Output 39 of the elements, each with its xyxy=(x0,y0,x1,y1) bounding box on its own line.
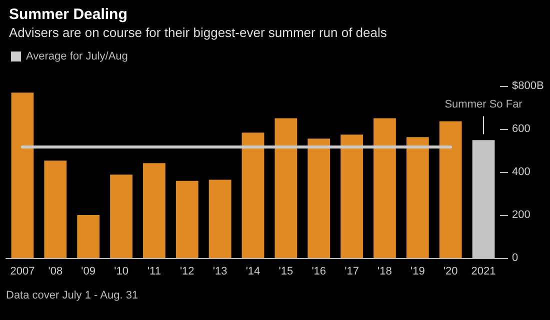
x-tick-label: '10 xyxy=(114,266,128,278)
bar xyxy=(176,180,198,258)
y-tick-label: $800B xyxy=(512,80,544,92)
annotation: Summer So Far xyxy=(444,98,523,111)
bar xyxy=(44,160,67,258)
y-tick-label: 0 xyxy=(512,252,518,264)
legend-label: Average for July/Aug xyxy=(26,50,128,62)
x-tick-label: '08 xyxy=(48,266,63,278)
bar xyxy=(308,138,330,258)
x-tick-label: '11 xyxy=(147,266,161,278)
y-tick-label: 600 xyxy=(512,123,530,135)
bar xyxy=(242,132,264,258)
bar xyxy=(374,118,396,258)
y-tick-label: 200 xyxy=(512,209,530,221)
x-tick-label: '19 xyxy=(410,266,425,278)
bar xyxy=(143,163,166,258)
x-tick-label: 2021 xyxy=(471,266,496,278)
x-tick-label: '12 xyxy=(180,266,194,278)
chart-subtitle: Advisers are on course for their biggest-ever summer run of deals xyxy=(9,25,388,40)
x-tick-label: '15 xyxy=(278,266,294,278)
x-tick-label: '18 xyxy=(378,266,392,278)
text: Data cover July 1 - Aug. 31 xyxy=(6,290,138,302)
bar xyxy=(274,118,298,258)
x-tick-label: '20 xyxy=(443,266,458,278)
y-tick-label: 400 xyxy=(512,166,530,178)
chart-title: Summer Dealing xyxy=(9,6,128,23)
x-tick-label: '17 xyxy=(344,266,359,278)
bar xyxy=(439,121,462,258)
bar xyxy=(406,137,429,258)
x-tick-label: '16 xyxy=(312,266,326,278)
bar xyxy=(208,180,232,258)
x-tick-label: '14 xyxy=(246,266,260,278)
x-tick-label: 2007 xyxy=(10,266,35,278)
x-tick-label: '09 xyxy=(81,266,96,278)
bar xyxy=(110,174,132,258)
bar xyxy=(340,134,363,258)
bar xyxy=(77,215,100,258)
x-tick-label: '13 xyxy=(212,266,228,278)
bar xyxy=(11,92,34,258)
